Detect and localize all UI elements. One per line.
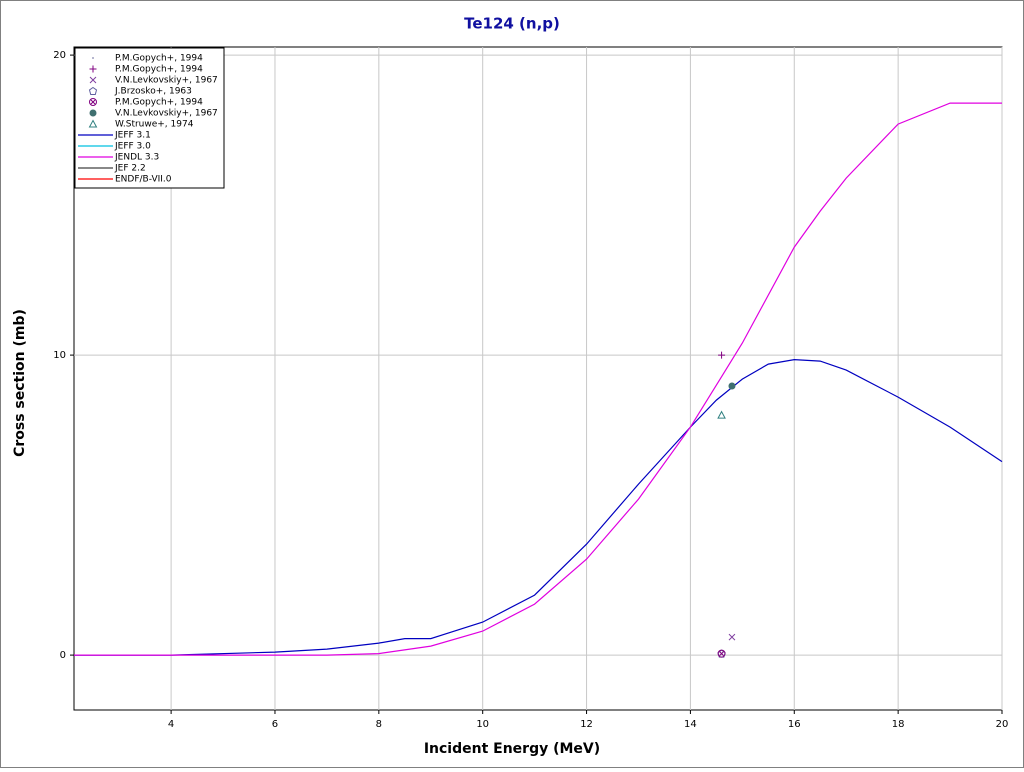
line-series — [74, 358, 1003, 656]
legend-label: P.M.Gopych+, 1994 — [115, 98, 203, 108]
x-axis-label: Incident Energy (MeV) — [424, 741, 600, 757]
x-tick-label: 10 — [476, 719, 489, 730]
legend-marker — [88, 119, 98, 128]
y-axis-label: Cross section (mb) — [12, 309, 28, 457]
x-tick-label: 16 — [788, 719, 801, 730]
x-tick-label: 4 — [168, 719, 174, 730]
legend-marker — [92, 57, 94, 59]
y-tick-label: 0 — [60, 650, 66, 661]
legend-label: P.M.Gopych+, 1994 — [115, 65, 203, 75]
x-tick-label: 18 — [892, 719, 905, 730]
x-tick-label: 14 — [684, 719, 697, 730]
data-point — [728, 382, 736, 390]
x-tick-label: 12 — [580, 719, 593, 730]
data-point — [728, 633, 736, 641]
x-tick-label: 6 — [272, 719, 278, 730]
chart-title: Te124 (n,p) — [464, 15, 560, 33]
legend-box — [74, 47, 225, 189]
x-tick-label: 8 — [376, 719, 382, 730]
legend-label: JENDL 3.3 — [114, 153, 159, 163]
legend-label: ENDF/B-VII.0 — [115, 175, 172, 185]
legend-label: JEF 2.2 — [114, 164, 146, 174]
data-point — [717, 649, 726, 658]
data-point — [717, 410, 726, 419]
legend-marker — [89, 65, 97, 73]
legend-marker — [88, 86, 98, 95]
line-series — [74, 102, 1002, 656]
data-point — [718, 351, 726, 359]
legend-marker — [89, 109, 97, 117]
y-tick-label: 10 — [53, 350, 66, 361]
legend-label: J.Brzosko+, 1963 — [114, 87, 192, 97]
legend-label: W.Struwe+, 1974 — [115, 120, 194, 130]
x-tick-label: 20 — [996, 719, 1009, 730]
plot-background — [73, 46, 1003, 711]
legend-label: JEFF 3.0 — [114, 142, 151, 152]
y-tick-label: 20 — [53, 50, 66, 61]
legend-label: V.N.Levkovskiy+, 1967 — [115, 76, 218, 86]
legend-label: P.M.Gopych+, 1994 — [115, 54, 203, 64]
legend-marker — [88, 98, 97, 106]
legend-label: V.N.Levkovskiy+, 1967 — [115, 109, 218, 119]
legend-label: JEFF 3.1 — [114, 131, 151, 141]
legend-marker — [89, 76, 97, 84]
